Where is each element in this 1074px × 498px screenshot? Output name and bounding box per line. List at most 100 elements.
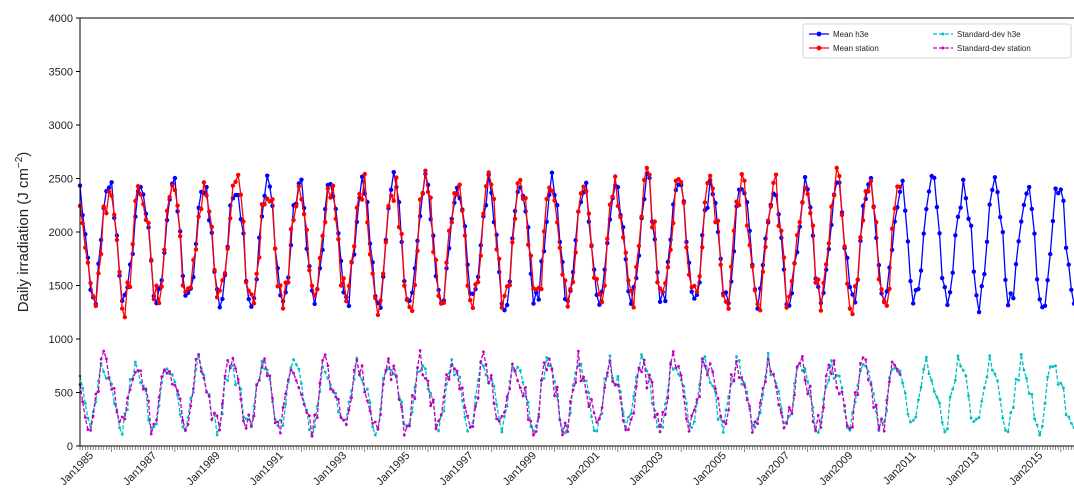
series-point (484, 373, 488, 377)
series-point (288, 226, 294, 232)
series-point (128, 378, 132, 381)
series-point (104, 211, 109, 216)
series-point (679, 373, 683, 377)
series-point (540, 378, 543, 382)
x-tick-label: Jan1993 (311, 450, 349, 488)
series-point (721, 420, 725, 423)
series-point (861, 356, 865, 360)
series-point (823, 262, 829, 267)
series-point (711, 370, 715, 374)
series-point (682, 394, 686, 398)
series-point (708, 362, 712, 366)
series-point (885, 398, 889, 402)
series-point (334, 395, 338, 399)
series-point (1040, 424, 1044, 428)
series-point (750, 423, 754, 427)
series-point (97, 390, 100, 393)
series-point (249, 292, 254, 297)
series-point (800, 199, 805, 205)
series-point (690, 414, 694, 417)
series-point (1024, 191, 1029, 196)
series-point (1045, 277, 1050, 283)
series-point (858, 235, 863, 240)
series-point (254, 271, 259, 276)
series-point (813, 280, 818, 285)
series-point (294, 362, 298, 366)
series-point (773, 172, 779, 177)
series-point (491, 196, 497, 202)
series-point (600, 412, 604, 415)
series-point (267, 184, 273, 189)
series-point (940, 420, 944, 424)
series-point (193, 247, 199, 252)
series-point (446, 228, 452, 233)
series-point (887, 286, 892, 292)
series-point (416, 366, 419, 370)
series-point (305, 411, 309, 415)
series-point (975, 417, 978, 421)
series-point (243, 280, 249, 285)
series-point (138, 192, 143, 197)
series-point (914, 415, 918, 419)
series-point (213, 411, 216, 415)
series-point (226, 379, 230, 382)
series-point (265, 196, 270, 201)
series-point (268, 378, 272, 381)
series-point (594, 276, 599, 282)
series-point (494, 232, 499, 237)
series-point (299, 177, 304, 182)
series-point (1026, 184, 1032, 190)
series-point (286, 378, 290, 382)
series-point (621, 418, 625, 422)
series-point (584, 189, 589, 194)
series-point (236, 378, 240, 381)
series-point (700, 245, 705, 250)
series-point (370, 271, 375, 276)
series-point (360, 364, 364, 368)
series-point (721, 293, 726, 298)
series-point (808, 211, 813, 216)
series-point (802, 175, 808, 180)
series-point (388, 187, 394, 192)
series-point (592, 429, 596, 433)
legend-label: Standard-dev station (957, 44, 1031, 53)
series-point (1043, 402, 1047, 405)
series-point (289, 366, 293, 370)
series-point (750, 431, 754, 434)
series-point (898, 372, 902, 376)
series-point (80, 220, 85, 226)
series-point (371, 421, 375, 425)
series-point (149, 432, 153, 436)
series-point (492, 401, 496, 405)
series-point (1030, 392, 1034, 396)
series-point (953, 378, 957, 382)
series-point (727, 408, 730, 412)
series-point (453, 373, 456, 377)
series-point (133, 198, 138, 204)
series-point (333, 216, 338, 222)
series-point (297, 367, 301, 371)
series-point (257, 378, 261, 382)
series-point (781, 255, 787, 260)
x-tick-label: Jan1999 (501, 450, 539, 488)
series-point (516, 365, 520, 369)
series-point (484, 363, 488, 366)
series-point (265, 173, 270, 178)
series-point (246, 296, 251, 302)
series-point (497, 256, 502, 261)
series-point (677, 372, 680, 376)
series-point (932, 390, 936, 393)
series-point (373, 295, 378, 301)
series-point (642, 177, 647, 183)
series-point (206, 209, 212, 214)
series-point (613, 174, 618, 179)
series-point (694, 289, 700, 295)
series-point (835, 386, 839, 389)
series-point (262, 202, 267, 207)
series-point (83, 416, 87, 419)
y-tick-label: 2500 (49, 174, 73, 186)
series-point (1053, 186, 1058, 191)
series-point (671, 350, 675, 353)
series-point (657, 299, 663, 304)
series-point (721, 430, 725, 434)
